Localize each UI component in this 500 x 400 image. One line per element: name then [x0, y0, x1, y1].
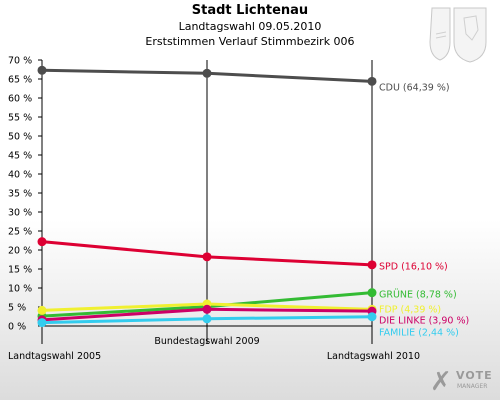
vote-manager-logo: ✗ VOTE MANAGER [430, 367, 493, 397]
y-tick-label: 65 % [8, 75, 32, 86]
x-tick-label: Landtagswahl 2010 [327, 351, 420, 362]
series-end-label: CDU (64,39 %) [379, 83, 450, 94]
series-spd: SPD (16,10 %) [37, 237, 448, 273]
y-tick-label: 50 % [8, 132, 32, 143]
y-tick-label: 40 % [8, 170, 32, 181]
y-tick-label: 15 % [8, 265, 32, 276]
y-tick-label: 10 % [8, 284, 32, 295]
series-end-label: GRÜNE (8,78 %) [379, 290, 457, 301]
series-end-label: FDP (4,39 %) [379, 305, 441, 316]
data-point [37, 237, 47, 247]
data-point [202, 304, 212, 314]
coat-of-arms-icon [429, 7, 487, 63]
x-tick-label: Landtagswahl 2005 [8, 351, 101, 362]
y-tick-label: 0 % [8, 322, 26, 333]
data-point [202, 314, 212, 324]
y-tick-label: 20 % [8, 246, 32, 257]
y-tick-label: 5 % [8, 303, 26, 314]
data-point [367, 312, 377, 322]
series-cdu: CDU (64,39 %) [37, 65, 450, 94]
series-end-label: SPD (16,10 %) [379, 262, 448, 273]
series-familie: FAMILIE (2,44 %) [37, 312, 459, 339]
y-tick-label: 55 % [8, 113, 32, 124]
data-point [37, 65, 47, 75]
data-point [37, 305, 47, 315]
chart-subtitle-2: Erststimmen Verlauf Stimmbezirk 006 [145, 35, 355, 48]
y-tick-label: 70 % [8, 56, 32, 67]
chart-subtitle: Landtagswahl 09.05.2010 [178, 20, 322, 33]
chart-title: Stadt Lichtenau [191, 3, 309, 18]
y-tick-label: 25 % [8, 227, 32, 238]
data-point [367, 288, 377, 298]
x-tick-label: Bundestagswahl 2009 [154, 336, 259, 347]
data-point [37, 318, 47, 328]
data-point [202, 68, 212, 78]
data-point [367, 260, 377, 270]
y-tick-label: 45 % [8, 151, 32, 162]
y-tick-label: 35 % [8, 189, 32, 200]
series-end-label: FAMILIE (2,44 %) [379, 328, 459, 339]
chart-header: Stadt Lichtenau Landtagswahl 09.05.2010 … [0, 0, 500, 49]
y-tick-label: 60 % [8, 94, 32, 105]
data-point [367, 76, 377, 86]
vote-manager-x-icon: ✗ [430, 367, 452, 397]
series-end-label: DIE LINKE (3,90 %) [379, 316, 469, 327]
y-tick-label: 30 % [8, 208, 32, 219]
data-point [202, 252, 212, 262]
